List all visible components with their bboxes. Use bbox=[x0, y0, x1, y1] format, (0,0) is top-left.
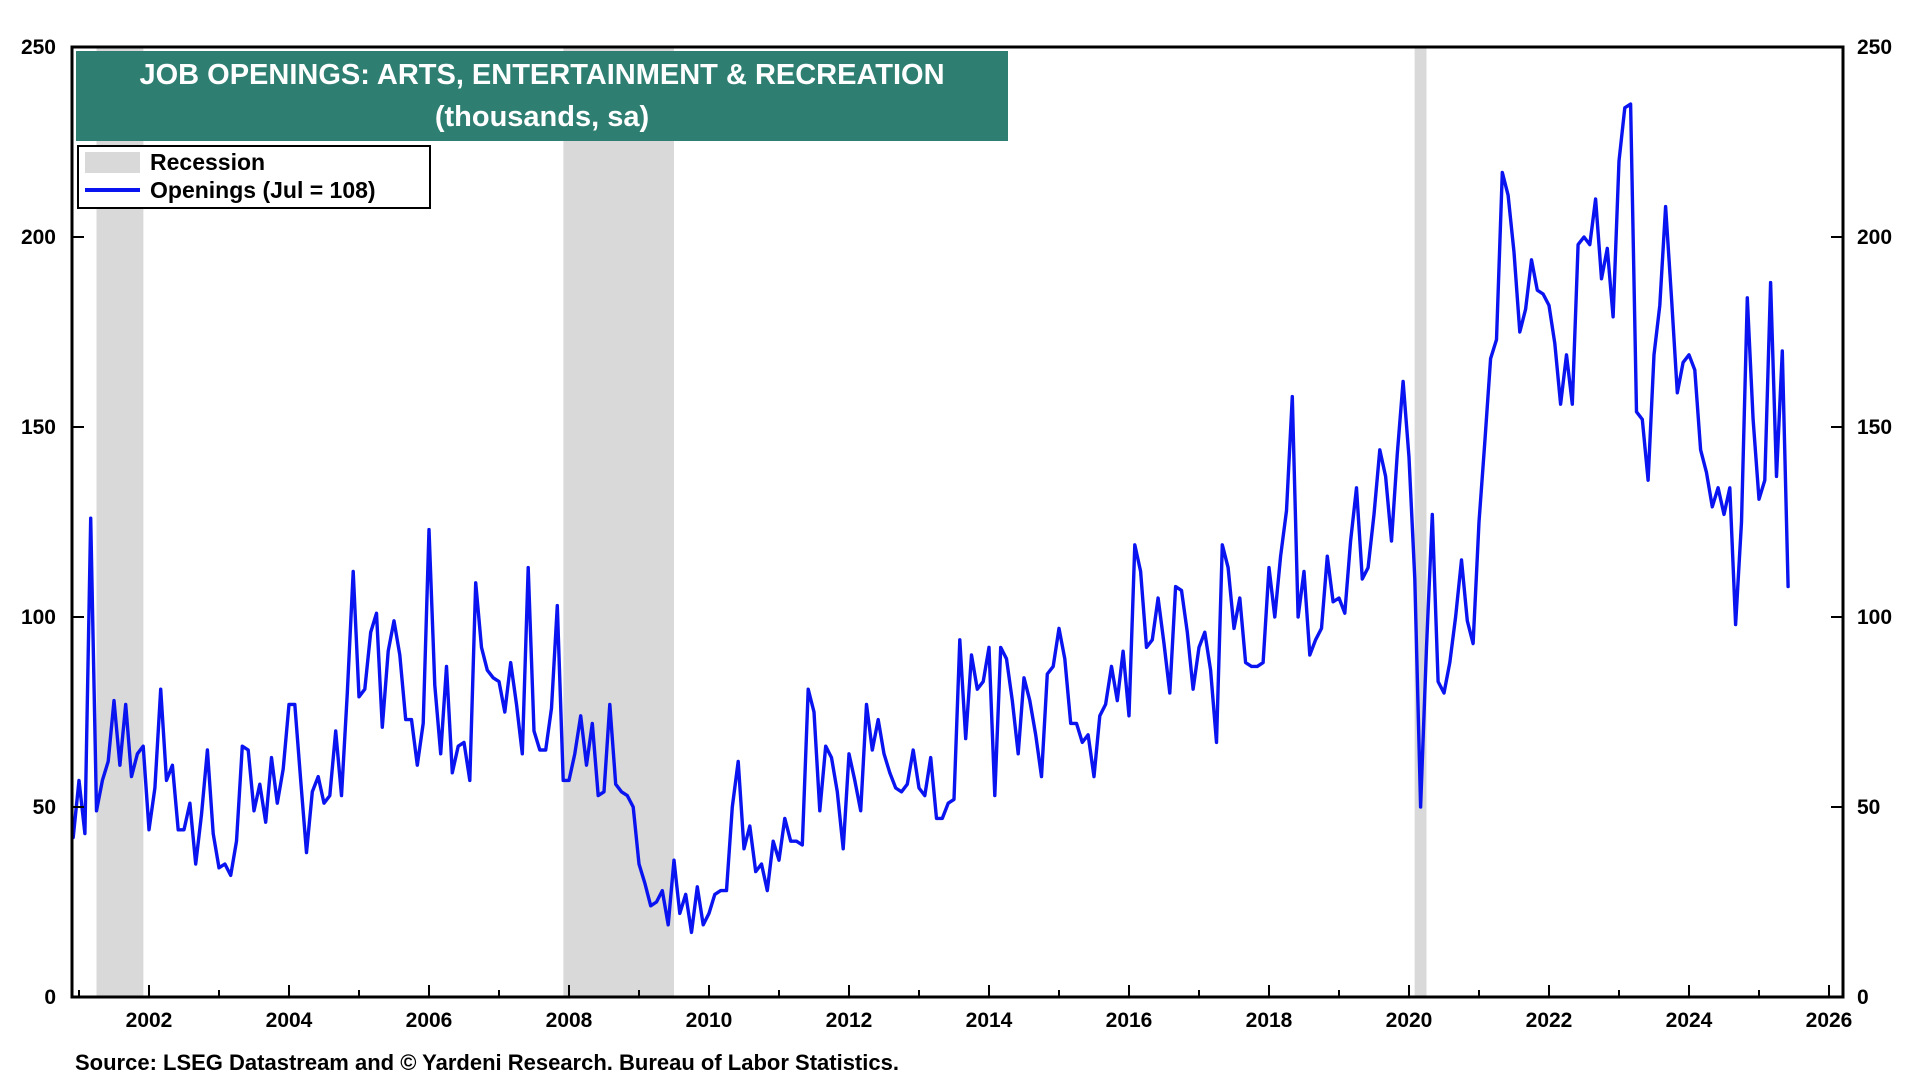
x-tick-label: 2026 bbox=[1806, 1009, 1853, 1032]
y-tick-label-left: 150 bbox=[21, 416, 56, 439]
y-tick-label-left: 250 bbox=[21, 36, 56, 59]
legend-label-recession: Recession bbox=[150, 149, 265, 175]
chart-subtitle: (thousands, sa) bbox=[435, 101, 649, 133]
x-tick-label: 2022 bbox=[1526, 1009, 1573, 1032]
recession-band-2 bbox=[563, 47, 674, 997]
legend-label-openings: Openings (Jul = 108) bbox=[150, 177, 376, 203]
x-tick-label: 2004 bbox=[266, 1009, 313, 1032]
x-tick-label: 2006 bbox=[406, 1009, 453, 1032]
plot-frame bbox=[70, 45, 1845, 999]
y-tick-label-right: 100 bbox=[1857, 606, 1892, 629]
y-tick-label-left: 100 bbox=[21, 606, 56, 629]
series-line-layer bbox=[71, 102, 1790, 935]
axis-layer: 2002 2004 2006 2008 2010 2012 2014 2016 2018 2020… bbox=[21, 36, 1892, 1032]
x-tick-label: 2014 bbox=[966, 1009, 1013, 1032]
y-tick-label-left: 200 bbox=[21, 226, 56, 249]
y-tick-label-right: 0 bbox=[1857, 986, 1869, 1009]
x-tick-label: 2002 bbox=[126, 1009, 173, 1032]
x-tick-label: 2016 bbox=[1106, 1009, 1153, 1032]
x-tick-label: 2008 bbox=[546, 1009, 593, 1032]
y-tick-label-left: 50 bbox=[33, 796, 56, 819]
chart-title: JOB OPENINGS: ARTS, ENTERTAINMENT & RECR… bbox=[139, 59, 944, 91]
legend: Recession Openings (Jul = 108) bbox=[77, 145, 431, 209]
x-tick-label: 2020 bbox=[1386, 1009, 1433, 1032]
y-tick-label-left: 0 bbox=[44, 986, 56, 1009]
title-box: JOB OPENINGS: ARTS, ENTERTAINMENT & RECR… bbox=[76, 51, 1008, 141]
legend-swatch-recession bbox=[85, 152, 140, 173]
x-tick-label: 2012 bbox=[826, 1009, 873, 1032]
x-tick-label: 2010 bbox=[686, 1009, 733, 1032]
x-tick-label: 2024 bbox=[1666, 1009, 1713, 1032]
x-tick-label: 2018 bbox=[1246, 1009, 1293, 1032]
series-line-openings bbox=[71, 102, 1790, 935]
recession-band-3 bbox=[1414, 47, 1427, 997]
source-note: Source: LSEG Datastream and © Yardeni Re… bbox=[75, 1050, 899, 1075]
y-tick-label-right: 200 bbox=[1857, 226, 1892, 249]
title-box-background bbox=[76, 51, 1008, 141]
y-tick-label-right: 50 bbox=[1857, 796, 1880, 819]
y-tick-label-right: 250 bbox=[1857, 36, 1892, 59]
y-tick-label-right: 150 bbox=[1857, 416, 1892, 439]
